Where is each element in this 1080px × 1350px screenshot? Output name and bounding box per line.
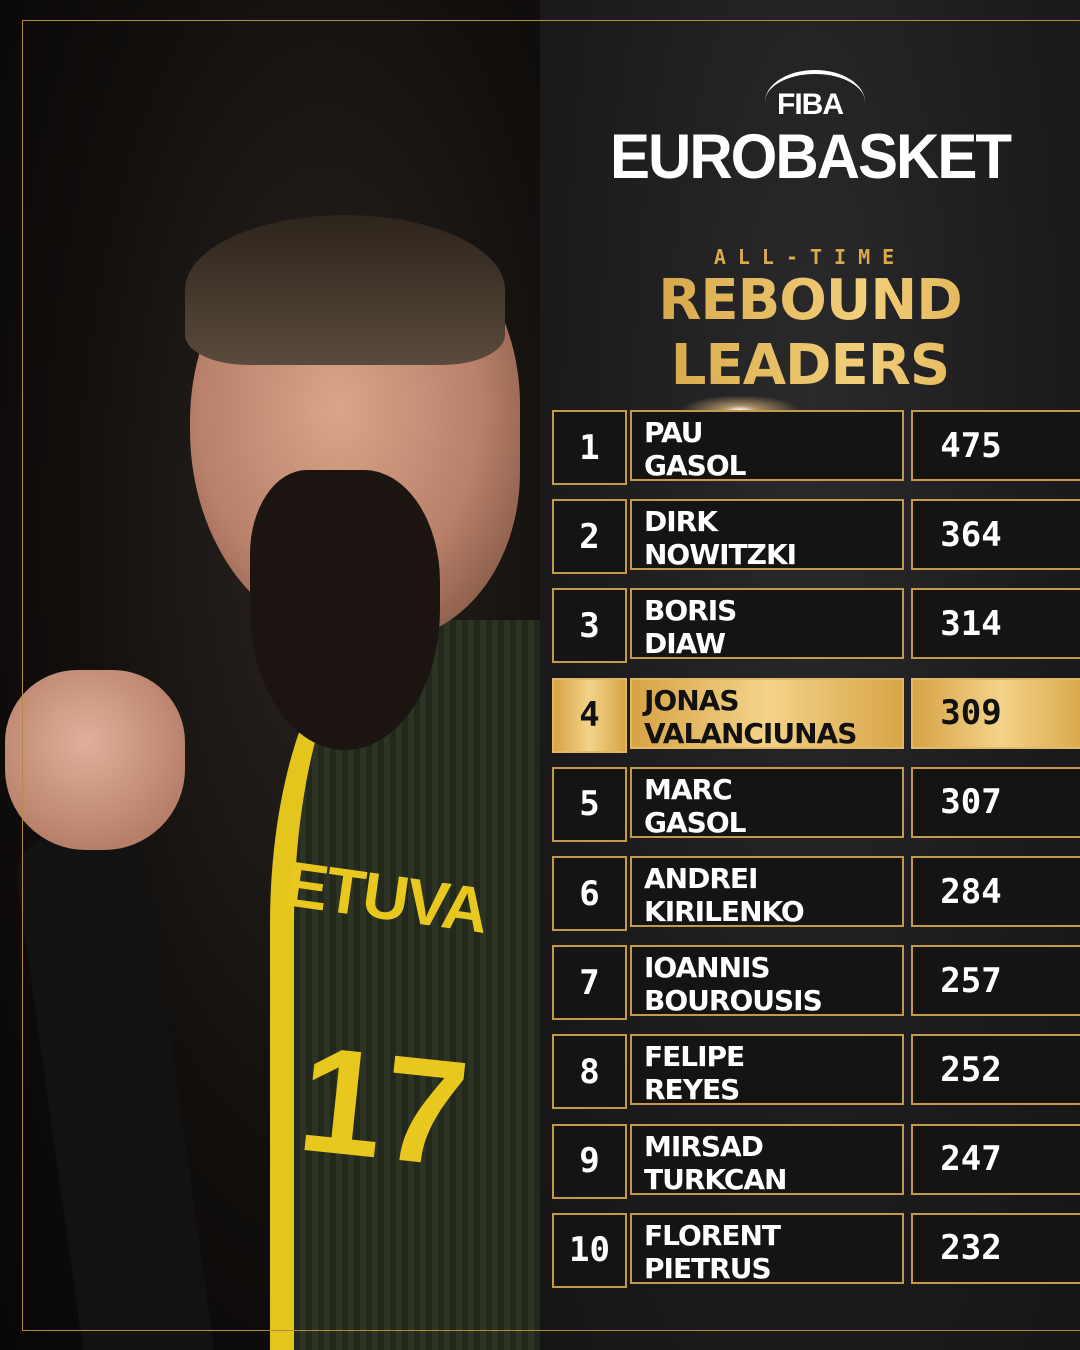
last-name: REYES xyxy=(644,1073,740,1107)
first-name: BORIS xyxy=(644,594,737,628)
leader-row: 4 JONAS VALANCIUNAS 309 xyxy=(552,677,1080,753)
player-name: FLORENT PIETRUS xyxy=(630,1212,904,1285)
leader-row: 9 MIRSAD TURKCAN 247 xyxy=(552,1123,1080,1199)
rebound-total: 314 xyxy=(911,588,1080,660)
player-photo: ETUVA 17 xyxy=(0,0,540,1350)
player-name: MIRSAD TURKCAN xyxy=(630,1123,904,1196)
rank: 8 xyxy=(552,1034,627,1110)
leader-row: 3 BORIS DIAW 314 xyxy=(552,588,1080,664)
player-name: PAU GASOL xyxy=(630,410,904,482)
first-name: MARC xyxy=(644,772,733,806)
rebound-total: 475 xyxy=(911,410,1080,481)
subtitle: ALL-TIME xyxy=(713,245,907,269)
first-name: FELIPE xyxy=(644,1040,745,1074)
leader-row: 8 FELIPE REYES 252 xyxy=(552,1034,1080,1110)
jersey-number: 17 xyxy=(291,1013,476,1199)
rank: 6 xyxy=(552,856,627,931)
first-name: IOANNIS xyxy=(644,951,771,985)
first-name: ANDREI xyxy=(644,862,758,895)
player-name: DIRK NOWITZKI xyxy=(630,499,904,572)
rank: 1 xyxy=(552,410,627,485)
rank: 2 xyxy=(552,499,627,575)
logo-arc-icon xyxy=(765,70,865,134)
rebound-total: 247 xyxy=(911,1123,1080,1195)
rank: 7 xyxy=(552,945,627,1021)
rank: 10 xyxy=(552,1212,627,1288)
last-name: BOUROUSIS xyxy=(644,984,823,1018)
last-name: DIAW xyxy=(644,627,726,661)
player-name: MARC GASOL xyxy=(630,766,904,839)
leader-row: 1 PAU GASOL 475 xyxy=(552,410,1080,485)
leader-row: 6 ANDREI KIRILENKO 284 xyxy=(552,856,1080,931)
eurobasket-logo: FIBA EUROBASKET xyxy=(540,70,1080,192)
rebound-total: 309 xyxy=(911,677,1080,749)
player-name: ANDREI KIRILENKO xyxy=(630,856,904,928)
first-name: FLORENT xyxy=(644,1218,781,1252)
last-name: PIETRUS xyxy=(644,1251,772,1285)
player-beard xyxy=(250,470,440,750)
player-name: JONAS VALANCIUNAS xyxy=(630,677,904,750)
first-name: PAU xyxy=(644,416,704,449)
player-fist xyxy=(5,670,185,850)
rebound-total: 307 xyxy=(911,766,1080,838)
last-name: KIRILENKO xyxy=(644,895,805,928)
last-name: GASOL xyxy=(644,805,746,839)
leader-row: 5 MARC GASOL 307 xyxy=(552,766,1080,842)
rank: 5 xyxy=(552,766,627,842)
logo-fiba: FIBA xyxy=(777,88,844,121)
player-name: FELIPE REYES xyxy=(630,1034,904,1107)
last-name: GASOL xyxy=(644,449,746,482)
rank: 3 xyxy=(552,588,627,664)
rebound-total: 364 xyxy=(911,499,1080,571)
player-name: BORIS DIAW xyxy=(630,588,904,661)
player-name: IOANNIS BOUROUSIS xyxy=(630,945,904,1018)
leader-row: 7 IOANNIS BOUROUSIS 257 xyxy=(552,945,1080,1021)
leader-row: 2 DIRK NOWITZKI 364 xyxy=(552,499,1080,575)
rebound-total: 257 xyxy=(911,945,1080,1017)
last-name: NOWITZKI xyxy=(644,538,797,572)
page-title: REBOUND LEADERS xyxy=(540,268,1080,398)
rebound-total: 284 xyxy=(911,856,1080,927)
frame-line xyxy=(22,20,1080,21)
logo-eurobasket: EUROBASKET xyxy=(609,121,1012,192)
frame-line xyxy=(22,1330,1080,1331)
rank: 9 xyxy=(552,1123,627,1199)
rebound-total: 252 xyxy=(911,1034,1080,1106)
leader-row: 10 FLORENT PIETRUS 232 xyxy=(552,1212,1080,1288)
frame-line xyxy=(22,20,23,1330)
rebound-total: 232 xyxy=(911,1212,1080,1284)
last-name: VALANCIUNAS xyxy=(644,716,857,750)
player-hair xyxy=(185,215,505,365)
first-name: MIRSAD xyxy=(644,1129,764,1163)
first-name: JONAS xyxy=(644,683,740,717)
player-arm xyxy=(11,823,219,1350)
rank: 4 xyxy=(552,677,627,753)
last-name: TURKCAN xyxy=(644,1162,788,1196)
first-name: DIRK xyxy=(644,505,718,539)
